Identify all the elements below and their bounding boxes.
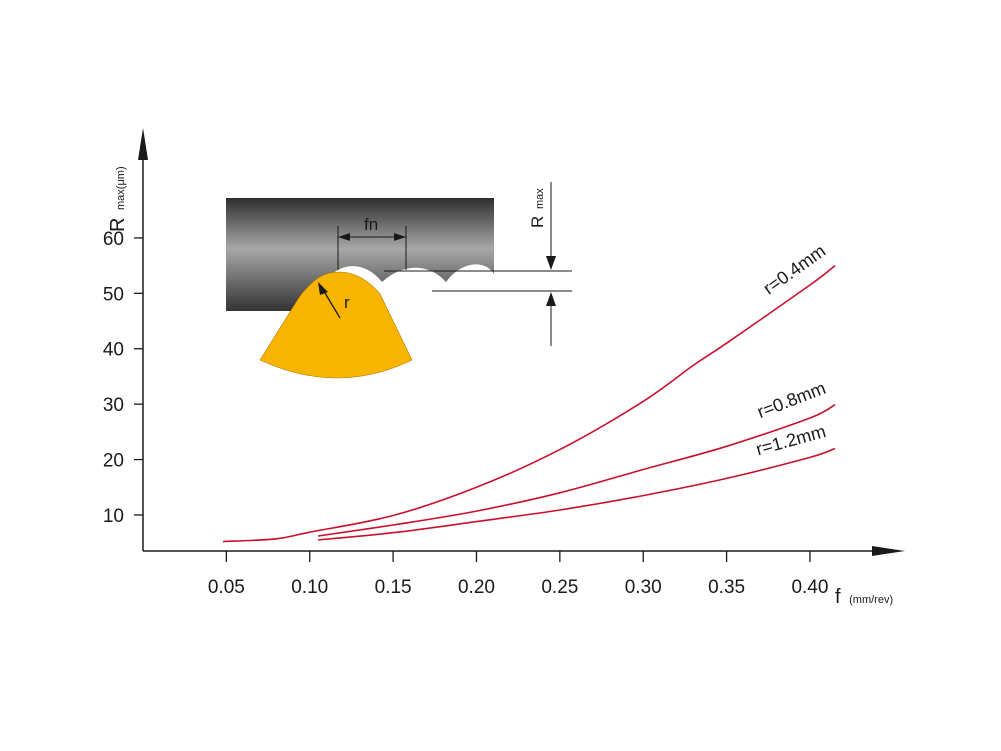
cutting-tool [259, 271, 413, 379]
fn-arrow-left [338, 233, 350, 241]
y-tick-label: 30 [103, 395, 124, 416]
x-tick-label: 0.25 [541, 577, 578, 598]
rmax-label: R [528, 216, 547, 228]
x-axis-title: f (mm/rev) [835, 586, 893, 608]
fn-arrow-right [394, 233, 406, 241]
series-label-3: r=1.2mm [754, 421, 828, 459]
series-label-1: r=0.4mm [760, 241, 830, 299]
nose-radius-label: r [344, 293, 350, 312]
y-axis-title: R max(μm) [107, 166, 129, 232]
x-tick-label: 0.35 [708, 577, 745, 598]
y-axis-unit: max(μm) [115, 166, 127, 210]
x-axis-arrow [872, 546, 905, 556]
svg-text:f (mm/rev): f (mm/rev) [835, 586, 893, 608]
rmax-sub: max [534, 188, 546, 209]
x-ticks: 0.05 0.10 0.15 0.20 0.25 0.30 0.35 0.40 [208, 551, 828, 598]
y-axis-arrow [138, 128, 148, 160]
x-tick-label: 0.30 [625, 577, 662, 598]
x-axis-unit: (mm/rev) [849, 594, 893, 606]
svg-text:R max(μm): R max(μm) [107, 166, 129, 232]
y-tick-label: 40 [103, 340, 124, 361]
x-tick-label: 0.15 [375, 577, 412, 598]
series-line-1 [222, 264, 836, 543]
x-axis-label: f [835, 586, 841, 608]
tool-workpiece-inset: r fn R max [226, 182, 572, 379]
y-tick-label: 20 [103, 451, 124, 472]
y-tick-label: 50 [103, 284, 124, 305]
nose-radius-arrow-head [318, 282, 328, 295]
x-tick-label: 0.20 [458, 577, 495, 598]
svg-text:R max: R max [528, 188, 547, 228]
x-tick-label: 0.05 [208, 577, 245, 598]
x-tick-label: 0.10 [291, 577, 328, 598]
rmax-arrow-top-head [546, 256, 556, 270]
y-tick-label: 10 [103, 506, 124, 527]
y-ticks: 10 20 30 40 50 60 [103, 229, 143, 527]
rmax-arrow-bottom-head [546, 292, 556, 306]
x-tick-label: 0.40 [791, 577, 828, 598]
axes [138, 128, 905, 556]
y-tick-label: 60 [103, 229, 124, 250]
series-line-2 [317, 403, 836, 537]
fn-label: fn [364, 215, 378, 234]
y-axis-label: R [107, 218, 129, 232]
series-line-3 [318, 447, 836, 541]
